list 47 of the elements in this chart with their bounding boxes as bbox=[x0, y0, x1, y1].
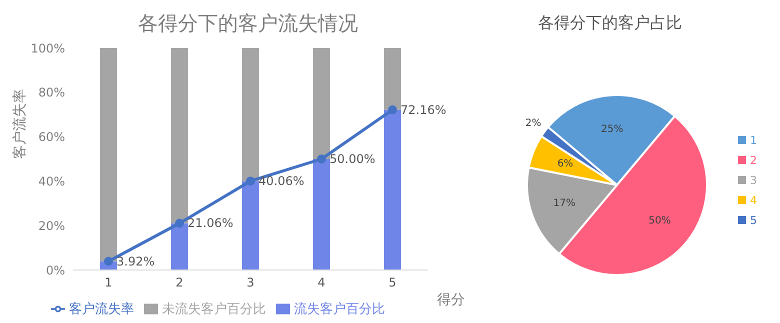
data-label: 25% bbox=[601, 124, 624, 135]
y-tick-label: 20% bbox=[38, 218, 65, 233]
legend-label: 未流失客户百分比 bbox=[162, 302, 266, 317]
legend-label: 5 bbox=[750, 214, 757, 226]
bar bbox=[100, 48, 117, 262]
y-tick-label: 40% bbox=[38, 174, 65, 188]
data-label: 50% bbox=[648, 215, 671, 226]
data-label: 50.00% bbox=[330, 152, 376, 166]
bar bbox=[170, 223, 188, 270]
bar bbox=[170, 48, 188, 224]
point bbox=[104, 256, 113, 266]
data-label: 6% bbox=[557, 158, 574, 170]
y-tick-label: 80% bbox=[38, 86, 65, 100]
data-label: 21.06% bbox=[188, 216, 234, 230]
data-label: 3.92% bbox=[116, 254, 155, 268]
legend-label: 流失客户百分比 bbox=[294, 302, 385, 317]
legend-label: 2 bbox=[750, 154, 757, 166]
x-tick-label: 2 bbox=[176, 276, 184, 290]
x-tick-label: 3 bbox=[246, 276, 254, 290]
point bbox=[175, 218, 184, 228]
legend-label: 1 bbox=[750, 134, 757, 146]
legend-label: 4 bbox=[750, 194, 757, 206]
bar bbox=[384, 48, 401, 110]
x-tick-label: 5 bbox=[388, 276, 396, 290]
data-label: 72.16% bbox=[400, 102, 446, 117]
y-tick-label: 0% bbox=[46, 263, 65, 278]
y-tick-label: 100% bbox=[30, 41, 65, 56]
y-axis-title: 客户流失率 bbox=[12, 89, 28, 159]
x-tick-label: 1 bbox=[104, 276, 112, 290]
bar bbox=[312, 159, 330, 270]
data-label: 17% bbox=[553, 198, 576, 210]
point bbox=[317, 154, 326, 164]
x-axis-title: 得分 bbox=[437, 292, 465, 308]
point bbox=[246, 176, 255, 186]
bar bbox=[242, 48, 259, 182]
y-tick-label: 60% bbox=[38, 130, 65, 144]
bar bbox=[242, 181, 259, 270]
legend-label: 客户流失率 bbox=[69, 302, 134, 317]
bar bbox=[384, 110, 401, 270]
chart-title: 各得分下的客户流失情况 bbox=[137, 10, 359, 37]
bar bbox=[312, 48, 330, 159]
point bbox=[388, 105, 397, 114]
x-tick-label: 4 bbox=[318, 276, 326, 290]
chart-title: 各得分下的客户占比 bbox=[537, 12, 683, 34]
data-label: 40.06% bbox=[258, 174, 304, 188]
data-label: 2% bbox=[525, 118, 542, 129]
legend-label: 3 bbox=[750, 174, 757, 186]
